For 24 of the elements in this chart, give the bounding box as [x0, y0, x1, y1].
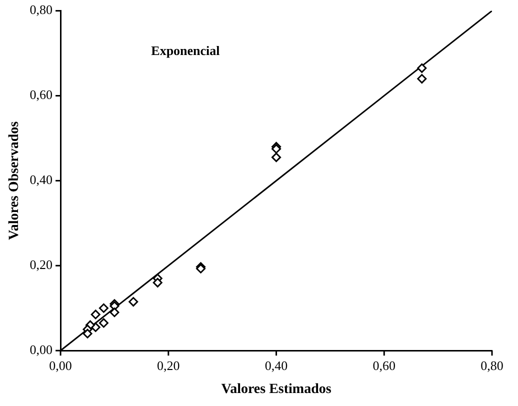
point: [90, 310, 100, 320]
y-tick-label: 0,40: [30, 172, 53, 188]
y-tick-label: 0,20: [30, 257, 53, 272]
point: [272, 152, 282, 162]
point: [417, 74, 427, 84]
y-tick-label: 0,00: [30, 342, 53, 358]
point: [417, 63, 427, 73]
x-tick-label: 0,40: [264, 358, 288, 373]
point: [98, 318, 108, 328]
x-tick-label: 0,20: [157, 358, 180, 373]
x-tick-label: 0,80: [480, 358, 504, 373]
x-axis-title: Valores Estimados: [221, 382, 332, 398]
point: [98, 303, 108, 313]
y-axis-title: Valores Observados: [7, 120, 22, 240]
annotation: Exponencial: [151, 42, 220, 58]
point: [82, 328, 92, 338]
y-tick-label: 0,80: [30, 2, 53, 18]
point: [152, 278, 162, 288]
x-tick-label: 0,60: [372, 358, 396, 373]
point: [128, 297, 138, 307]
point: [110, 308, 120, 318]
y-tick-label: 0,60: [30, 87, 53, 102]
x-tick-label: 0,00: [49, 358, 72, 373]
point: [272, 144, 282, 154]
